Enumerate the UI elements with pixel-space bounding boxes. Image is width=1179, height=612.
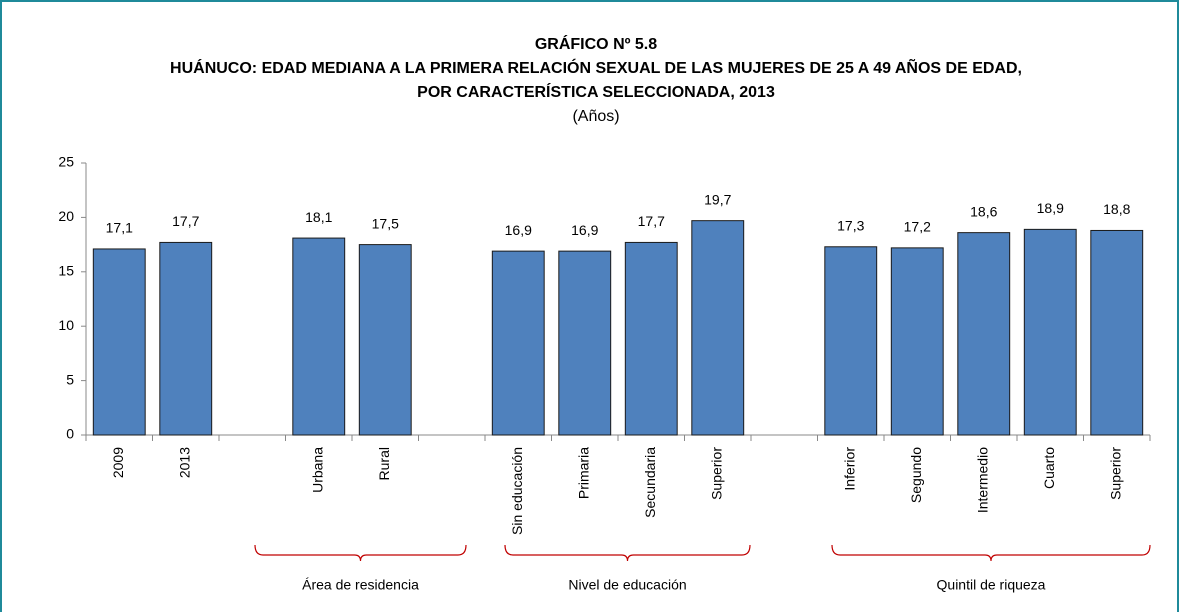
y-tick-label: 10: [58, 317, 74, 333]
bar: [957, 232, 1011, 436]
bar: [491, 250, 545, 436]
y-tick-label: 20: [58, 208, 74, 224]
group-bracket: [254, 544, 467, 562]
chart-subtitle: (Años): [572, 108, 619, 125]
bar: [1090, 229, 1144, 436]
value-label: 16,9: [571, 222, 598, 238]
bar: [92, 248, 146, 436]
chart-title-line: POR CARACTERÍSTICA SELECCIONADA, 2013: [417, 82, 775, 101]
value-label: 18,6: [970, 203, 997, 219]
bar: [159, 241, 213, 436]
x-tick-label: 2013: [176, 447, 192, 478]
value-label: 18,9: [1037, 200, 1064, 216]
bar: [824, 246, 878, 436]
bar: [890, 247, 944, 436]
bar: [358, 244, 412, 436]
x-tick-label: Inferior: [841, 447, 857, 491]
bar: [691, 220, 745, 436]
group-label: Nivel de educación: [568, 577, 686, 593]
value-label: 18,8: [1103, 201, 1130, 217]
value-label: 16,9: [505, 222, 532, 238]
x-tick-label: Sin educación: [509, 447, 525, 535]
value-label: 18,1: [305, 209, 332, 225]
x-tick-label: 2009: [110, 447, 126, 478]
x-tick-label: Primaria: [575, 447, 591, 499]
value-label: 19,7: [704, 191, 731, 207]
value-label: 17,3: [837, 217, 864, 233]
bar: [624, 241, 678, 436]
y-tick-label: 25: [58, 154, 74, 170]
chart-title-line: HUÁNUCO: EDAD MEDIANA A LA PRIMERA RELAC…: [170, 57, 1022, 77]
x-tick-label: Superior: [708, 447, 724, 500]
value-label: 17,7: [638, 213, 665, 229]
group-label: Quintil de riqueza: [937, 577, 1046, 593]
x-tick-label: Secundaria: [642, 447, 658, 518]
chart-title: GRÁFICO Nº 5.8: [535, 34, 657, 53]
value-label: 17,1: [106, 220, 133, 236]
x-tick-label: Segundo: [908, 447, 924, 503]
x-tick-label: Rural: [376, 447, 392, 480]
y-tick-label: 5: [66, 371, 74, 387]
x-tick-label: Superior: [1107, 447, 1123, 500]
bar: [1023, 228, 1077, 436]
value-label: 17,5: [372, 215, 399, 231]
y-tick-label: 15: [58, 263, 74, 279]
group-label: Área de residencia: [302, 577, 419, 593]
value-label: 17,7: [172, 213, 199, 229]
value-label: 17,2: [904, 219, 931, 235]
bar: [292, 237, 346, 436]
y-tick-label: 0: [66, 426, 74, 442]
x-tick-label: Intermedio: [974, 447, 990, 513]
group-bracket: [504, 544, 751, 562]
bar: [558, 250, 612, 436]
x-tick-label: Urbana: [309, 447, 325, 493]
group-bracket: [831, 544, 1151, 562]
x-tick-label: Cuarto: [1041, 447, 1057, 489]
